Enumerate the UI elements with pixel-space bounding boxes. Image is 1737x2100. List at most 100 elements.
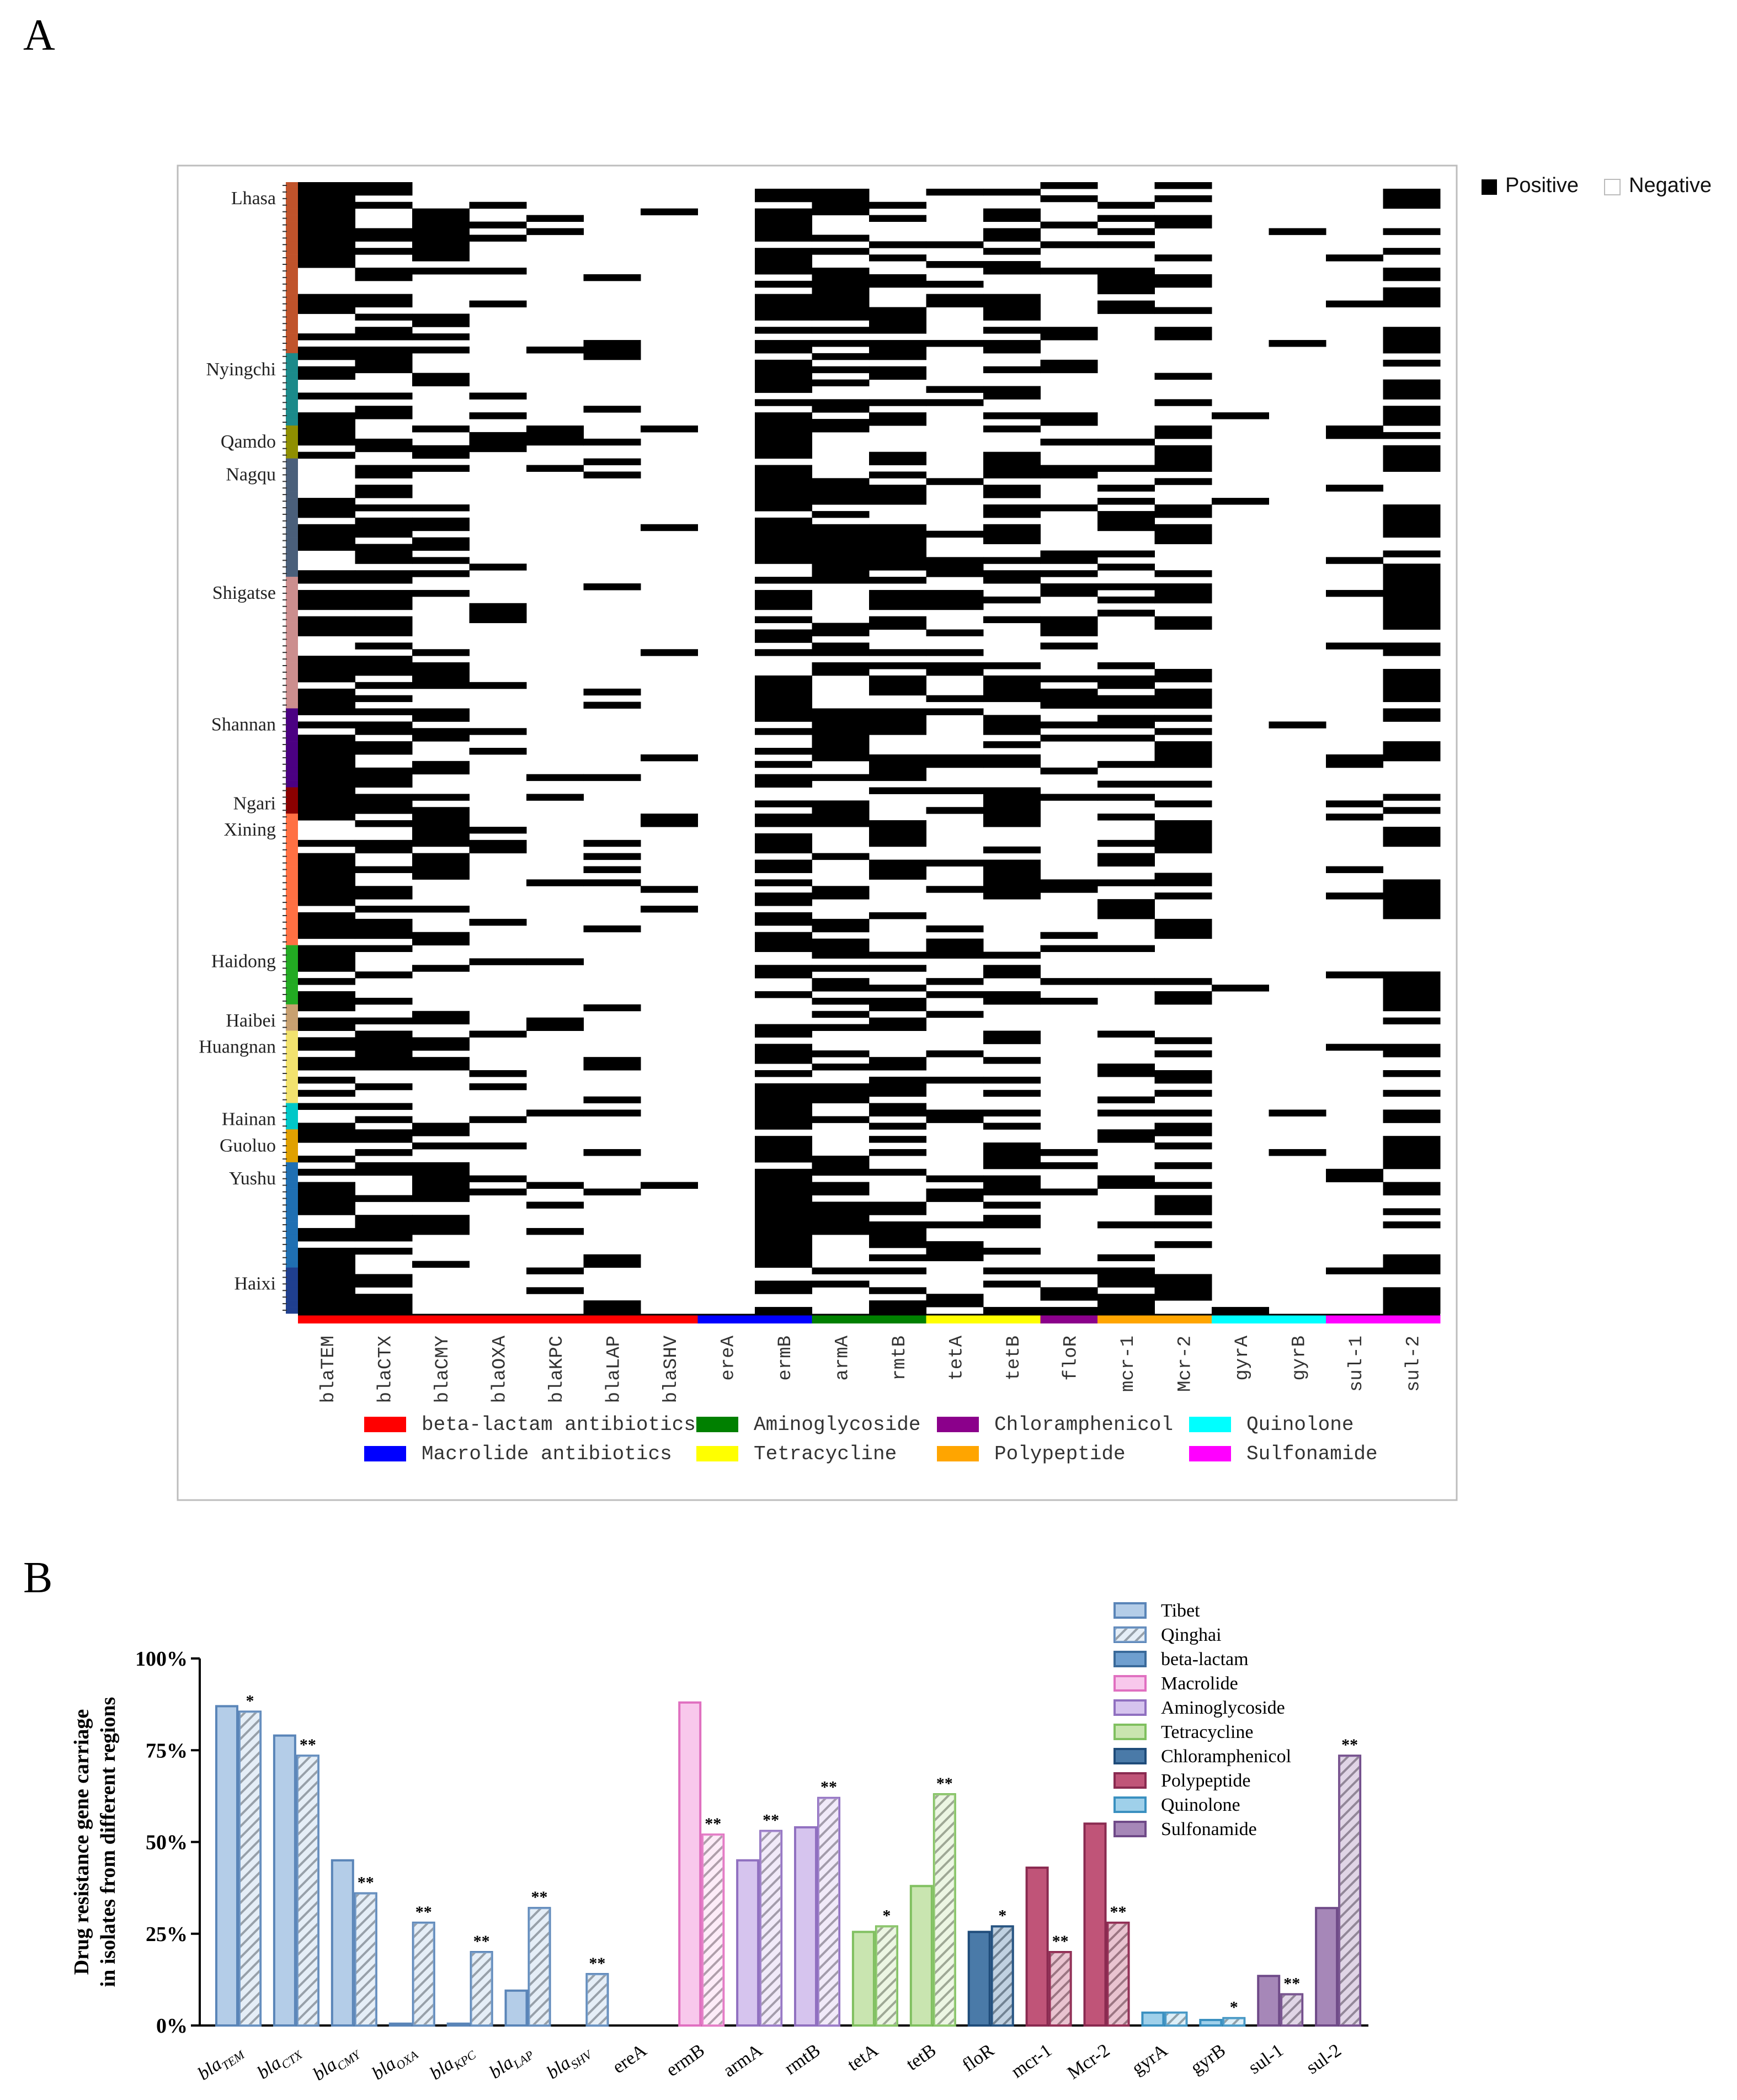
- heatmap-cell: [412, 425, 470, 433]
- heatmap-cell: [1326, 1168, 1383, 1176]
- region-strip-segment: [286, 932, 298, 939]
- heatmap-cell: [412, 708, 470, 715]
- heatmap-cell: [298, 708, 355, 715]
- heatmap-cell: [755, 1261, 812, 1268]
- heatmap-cell: [412, 767, 470, 775]
- heatmap-cell: [298, 1287, 355, 1294]
- heatmap-cell: [983, 485, 1041, 492]
- heatmap-cell: [869, 412, 926, 419]
- region-strip-segment: [286, 820, 298, 827]
- heatmap-cell: [1212, 498, 1269, 505]
- legend-swatch: [1113, 1772, 1147, 1789]
- region-strip-segment: [286, 1234, 298, 1242]
- class-label-tetracycline: Tetracycline: [754, 1443, 897, 1465]
- region-strip-segment: [286, 340, 298, 347]
- heatmap-cell: [755, 432, 812, 439]
- heatmap-cell: [1383, 458, 1441, 465]
- heatmap-cell: [1040, 1162, 1098, 1169]
- region-strip-segment: [286, 1116, 298, 1123]
- heatmap-cell: [869, 254, 926, 262]
- heatmap-cell: [755, 866, 812, 873]
- heatmap-cell: [1383, 1221, 1441, 1229]
- heatmap-cell: [355, 366, 413, 374]
- legend-label: Polypeptide: [1161, 1771, 1250, 1791]
- heatmap-cell: [1383, 589, 1441, 597]
- heatmap-cell: [812, 820, 870, 827]
- heatmap-cell: [1383, 1182, 1441, 1189]
- heatmap-cell: [1154, 761, 1212, 768]
- heatmap-cell: [1383, 1300, 1441, 1307]
- heatmap-cell: [755, 820, 812, 827]
- heatmap-cell: [1383, 530, 1441, 538]
- significance-mark: **: [936, 1774, 953, 1793]
- heatmap-cell: [755, 1221, 812, 1229]
- heatmap-cell: [1383, 912, 1441, 919]
- heatmap-cell: [355, 201, 413, 209]
- heatmap-cell: [1154, 445, 1212, 453]
- heatmap-cell: [869, 451, 926, 459]
- region-label-lhasa: Lhasa: [231, 188, 276, 209]
- gene-label: blaCMY: [433, 1336, 454, 1403]
- bar-tibet: [967, 1931, 991, 2027]
- heatmap-cell: [812, 629, 870, 636]
- heatmap-cell: [983, 491, 1041, 498]
- heatmap-cell: [983, 228, 1041, 235]
- legend-label: Chloramphenicol: [1161, 1746, 1291, 1767]
- bar-qinghai-tint: [355, 1893, 376, 2025]
- region-strip-segment: [286, 721, 298, 729]
- heatmap-cell: [983, 754, 1041, 762]
- x-category-label: rmtB: [781, 2040, 824, 2078]
- heatmap-cell: [1269, 1109, 1326, 1117]
- heatmap-cell: [355, 1037, 413, 1044]
- heatmap-cell: [1097, 485, 1155, 492]
- legend-swatch: [1113, 1748, 1147, 1764]
- heatmap-cell: [812, 294, 870, 301]
- heatmap-cell: [755, 307, 812, 314]
- heatmap-cell: [1040, 886, 1098, 893]
- heatmap-cell: [926, 1109, 984, 1117]
- heatmap-cell: [1383, 195, 1441, 203]
- heatmap-cell: [1154, 589, 1212, 597]
- heatmap-cell: [1383, 827, 1441, 834]
- class-bar-segment: [1383, 1315, 1441, 1323]
- heatmap-cell: [755, 971, 812, 979]
- heatmap-cell: [298, 701, 355, 709]
- heatmap-cell: [1383, 899, 1441, 906]
- heatmap-cell: [1269, 228, 1326, 235]
- heatmap-cell: [1383, 201, 1441, 209]
- class-label-quinolone: Quinolone: [1246, 1413, 1354, 1436]
- significance-mark: **: [763, 1811, 779, 1830]
- heatmap-cell: [926, 1247, 984, 1255]
- heatmap-cell: [412, 537, 470, 545]
- heatmap-cell: [298, 300, 355, 307]
- region-strip-segment: [286, 965, 298, 972]
- heatmap-cell: [298, 373, 355, 380]
- heatmap-cell: [355, 1300, 413, 1307]
- gene-label: blaSHV: [661, 1335, 682, 1403]
- heatmap-cell: [298, 182, 355, 189]
- heatmap-cell: [298, 504, 355, 512]
- class-bar-segment: [641, 1315, 698, 1323]
- region-strip-segment: [286, 945, 298, 952]
- heatmap-cell: [812, 668, 870, 676]
- region-strip-segment: [286, 1287, 298, 1294]
- heatmap-cell: [755, 267, 812, 275]
- heatmap-cell: [755, 965, 812, 972]
- heatmap-cell: [412, 1221, 470, 1229]
- heatmap-cell: [298, 839, 355, 847]
- heatmap-cell: [983, 859, 1041, 867]
- heatmap-cell: [412, 557, 470, 564]
- heatmap-cell: [755, 879, 812, 886]
- heatmap-cell: [1154, 280, 1212, 288]
- heatmap-cell: [926, 925, 984, 933]
- heatmap-cell: [755, 1149, 812, 1156]
- x-category-label: blaSHV: [543, 2039, 595, 2086]
- heatmap-cell: [412, 1182, 470, 1189]
- heatmap-cell: [1040, 182, 1098, 189]
- legend-label: Quinolone: [1161, 1795, 1240, 1815]
- x-category-base: ermB: [663, 2040, 708, 2081]
- x-category-base: bla: [543, 2053, 574, 2083]
- heatmap-cell: [469, 1083, 527, 1091]
- heatmap-cell: [298, 892, 355, 900]
- x-category-base: sul-1: [1245, 2040, 1287, 2078]
